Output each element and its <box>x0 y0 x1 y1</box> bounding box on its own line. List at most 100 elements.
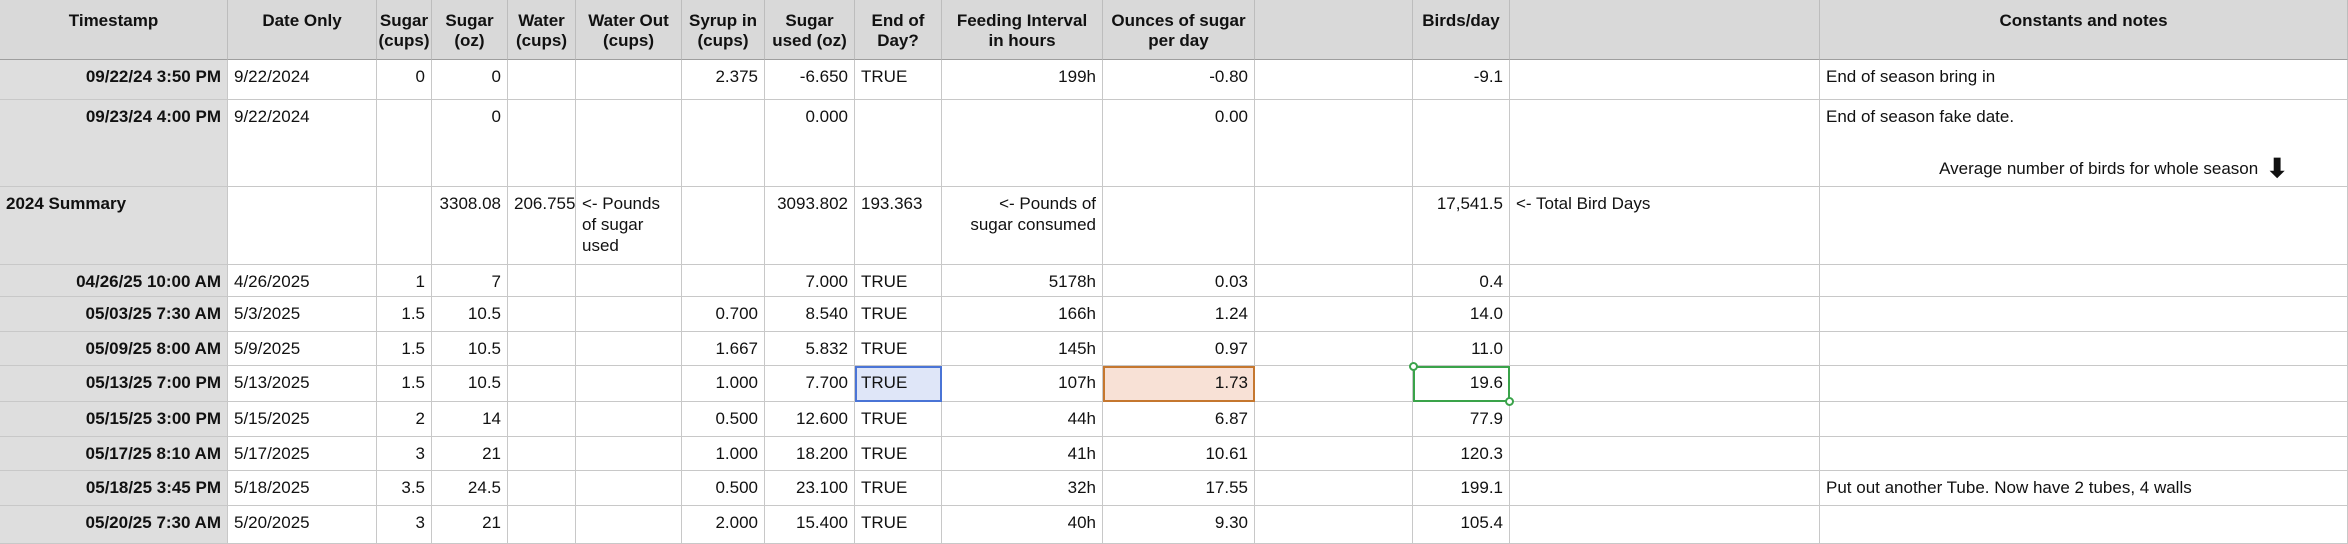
cell-end-of-day[interactable]: TRUE <box>855 506 942 544</box>
cell-water-cups[interactable] <box>508 366 576 402</box>
cell-end-of-day[interactable]: TRUE <box>855 402 942 437</box>
header-constants-notes[interactable]: Constants and notes <box>1820 0 2348 60</box>
cell-sugar-oz[interactable]: 14 <box>432 402 508 437</box>
cell-birds-per-day[interactable]: -9.1 <box>1413 60 1510 100</box>
header-water-cups[interactable]: Water (cups) <box>508 0 576 60</box>
cell-sugar-oz[interactable]: 24.5 <box>432 471 508 506</box>
cell-birds-per-day[interactable] <box>1413 100 1510 187</box>
cell-water-cups[interactable] <box>508 506 576 544</box>
cell-constants-notes[interactable] <box>1820 187 2348 265</box>
cell-birds-per-day[interactable]: 120.3 <box>1413 437 1510 471</box>
cell-blank-col[interactable] <box>1255 60 1413 100</box>
cell-syrup-in-cups[interactable]: 1.667 <box>682 332 765 366</box>
cell-water-cups[interactable] <box>508 471 576 506</box>
cell-sugar-oz[interactable]: 3308.08 <box>432 187 508 265</box>
cell-constants-notes[interactable] <box>1820 402 2348 437</box>
cell-blank-col-2[interactable] <box>1510 471 1820 506</box>
cell-blank-col-2[interactable] <box>1510 402 1820 437</box>
cell-syrup-in-cups[interactable]: 0.500 <box>682 471 765 506</box>
cell-syrup-in-cups[interactable]: 2.375 <box>682 60 765 100</box>
cell-end-of-day[interactable]: TRUE <box>855 471 942 506</box>
cell-date-only[interactable]: 4/26/2025 <box>228 265 377 297</box>
header-water-out-cups[interactable]: Water Out (cups) <box>576 0 682 60</box>
cell-ounces-sugar-per-day[interactable]: 17.55 <box>1103 471 1255 506</box>
cell-water-out-cups[interactable]: <- Pounds of sugar used <box>576 187 682 265</box>
cell-date-only[interactable]: 9/22/2024 <box>228 100 377 187</box>
cell-timestamp[interactable]: 09/23/24 4:00 PM <box>0 100 228 187</box>
cell-blank-col-2[interactable]: <- Total Bird Days <box>1510 187 1820 265</box>
cell-water-cups[interactable] <box>508 402 576 437</box>
cell-timestamp[interactable]: 05/18/25 3:45 PM <box>0 471 228 506</box>
cell-blank-col-2[interactable] <box>1510 437 1820 471</box>
cell-water-cups[interactable] <box>508 297 576 332</box>
cell-constants-notes[interactable] <box>1820 265 2348 297</box>
cell-sugar-cups[interactable]: 2 <box>377 402 432 437</box>
cell-timestamp[interactable]: 2024 Summary <box>0 187 228 265</box>
cell-ounces-sugar-per-day[interactable]: 10.61 <box>1103 437 1255 471</box>
cell-ounces-sugar-per-day[interactable]: 1.24 <box>1103 297 1255 332</box>
cell-date-only[interactable]: 5/18/2025 <box>228 471 377 506</box>
cell-ounces-sugar-per-day[interactable] <box>1103 187 1255 265</box>
cell-blank-col-2[interactable] <box>1510 366 1820 402</box>
cell-blank-col[interactable] <box>1255 187 1413 265</box>
cell-syrup-in-cups[interactable] <box>682 265 765 297</box>
cell-syrup-in-cups[interactable] <box>682 100 765 187</box>
cell-end-of-day[interactable]: TRUE <box>855 437 942 471</box>
cell-ounces-sugar-per-day[interactable]: 6.87 <box>1103 402 1255 437</box>
header-feeding-interval[interactable]: Feeding Interval in hours <box>942 0 1103 60</box>
cell-sugar-used-oz[interactable]: 15.400 <box>765 506 855 544</box>
cell-sugar-cups[interactable] <box>377 100 432 187</box>
header-blank-col-2[interactable] <box>1510 0 1820 60</box>
cell-sugar-used-oz[interactable]: 3093.802 <box>765 187 855 265</box>
cell-timestamp[interactable]: 05/15/25 3:00 PM <box>0 402 228 437</box>
cell-water-out-cups[interactable] <box>576 60 682 100</box>
cell-birds-per-day[interactable]: 199.1 <box>1413 471 1510 506</box>
cell-feeding-interval[interactable]: 32h <box>942 471 1103 506</box>
cell-syrup-in-cups[interactable]: 0.700 <box>682 297 765 332</box>
cell-sugar-oz[interactable]: 21 <box>432 437 508 471</box>
header-blank-col[interactable] <box>1255 0 1413 60</box>
cell-blank-col-2[interactable] <box>1510 506 1820 544</box>
cell-birds-per-day[interactable]: 105.4 <box>1413 506 1510 544</box>
cell-feeding-interval[interactable]: <- Pounds of sugar consumed <box>942 187 1103 265</box>
cell-blank-col-2[interactable] <box>1510 297 1820 332</box>
cell-water-out-cups[interactable] <box>576 437 682 471</box>
cell-birds-per-day[interactable]: 0.4 <box>1413 265 1510 297</box>
cell-date-only[interactable]: 5/9/2025 <box>228 332 377 366</box>
cell-ounces-sugar-per-day[interactable]: 0.97 <box>1103 332 1255 366</box>
cell-ounces-sugar-per-day[interactable]: 0.00 <box>1103 100 1255 187</box>
cell-sugar-cups[interactable] <box>377 187 432 265</box>
cell-birds-per-day[interactable]: 11.0 <box>1413 332 1510 366</box>
cell-sugar-used-oz[interactable]: 8.540 <box>765 297 855 332</box>
cell-water-out-cups[interactable] <box>576 297 682 332</box>
cell-syrup-in-cups[interactable]: 0.500 <box>682 402 765 437</box>
cell-blank-col[interactable] <box>1255 471 1413 506</box>
cell-end-of-day[interactable]: TRUE <box>855 60 942 100</box>
cell-end-of-day[interactable]: TRUE <box>855 366 942 402</box>
cell-blank-col[interactable] <box>1255 506 1413 544</box>
cell-water-cups[interactable] <box>508 60 576 100</box>
cell-water-out-cups[interactable] <box>576 366 682 402</box>
cell-constants-notes[interactable]: End of season fake date. <box>1820 100 2348 187</box>
cell-feeding-interval[interactable]: 40h <box>942 506 1103 544</box>
cell-blank-col[interactable] <box>1255 402 1413 437</box>
cell-water-cups[interactable]: 206.755 <box>508 187 576 265</box>
cell-feeding-interval[interactable]: 5178h <box>942 265 1103 297</box>
cell-ounces-sugar-per-day[interactable]: 9.30 <box>1103 506 1255 544</box>
cell-sugar-cups[interactable]: 3.5 <box>377 471 432 506</box>
cell-water-cups[interactable] <box>508 100 576 187</box>
cell-sugar-cups[interactable]: 1 <box>377 265 432 297</box>
header-end-of-day[interactable]: End of Day? <box>855 0 942 60</box>
cell-syrup-in-cups[interactable] <box>682 187 765 265</box>
cell-blank-col[interactable] <box>1255 297 1413 332</box>
header-ounces-sugar-per-day[interactable]: Ounces of sugar per day <box>1103 0 1255 60</box>
cell-sugar-used-oz[interactable]: 12.600 <box>765 402 855 437</box>
cell-blank-col[interactable] <box>1255 437 1413 471</box>
cell-blank-col[interactable] <box>1255 332 1413 366</box>
cell-ounces-sugar-per-day[interactable]: -0.80 <box>1103 60 1255 100</box>
cell-end-of-day[interactable]: TRUE <box>855 332 942 366</box>
cell-water-cups[interactable] <box>508 332 576 366</box>
cell-blank-col[interactable] <box>1255 265 1413 297</box>
cell-sugar-used-oz[interactable]: 7.700 <box>765 366 855 402</box>
cell-sugar-cups[interactable]: 1.5 <box>377 366 432 402</box>
